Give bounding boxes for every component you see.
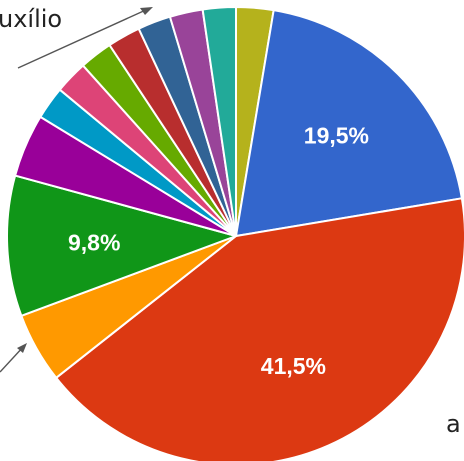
- pie-slice-label-3: 41,5%: [261, 353, 326, 379]
- pie-slice-2: [235, 9, 463, 237]
- annotation-arrowhead-top: [140, 7, 153, 15]
- annotation-text-bottom: a: [446, 410, 461, 438]
- annotation-arrows: [0, 7, 153, 373]
- pie-slice-label-5: 9,8%: [68, 229, 120, 255]
- pie-slices: [6, 6, 464, 461]
- pie-slice-3: [55, 197, 464, 461]
- pie-labels: 19,5% 41,5% 9,8%: [68, 123, 369, 379]
- annotation-arrow-top: [17, 8, 149, 69]
- pie-slice-label-2: 19,5%: [304, 123, 369, 149]
- pie-slice-13: [201, 6, 237, 237]
- annotation-text-top: uxílio: [0, 5, 63, 33]
- pie-slice-5: [6, 174, 237, 317]
- annotation-arrowhead-bottom: [17, 343, 27, 353]
